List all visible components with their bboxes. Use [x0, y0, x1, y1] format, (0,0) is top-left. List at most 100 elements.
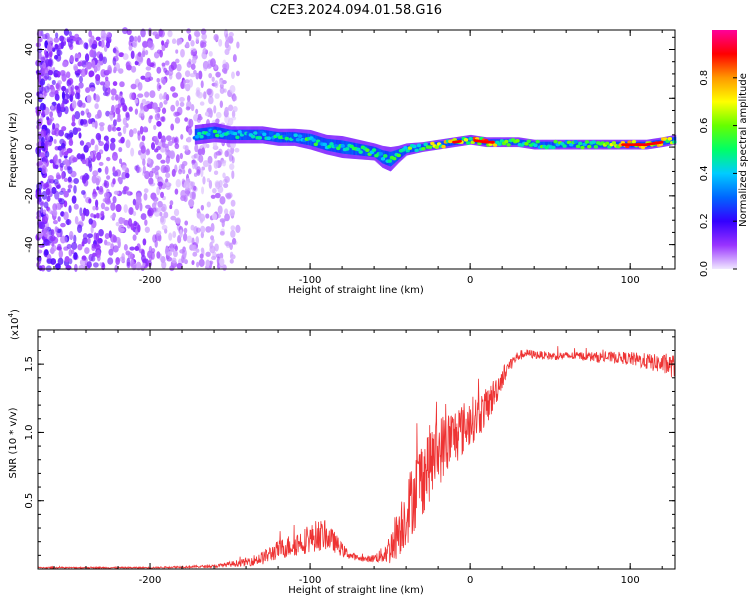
noise-speck [99, 81, 106, 86]
noise-speck [104, 180, 110, 189]
noise-speck [71, 195, 77, 204]
ridge-body [520, 139, 522, 146]
noise-speck [64, 88, 69, 94]
noise-speck [71, 114, 76, 123]
noise-speck [130, 65, 137, 73]
ridge-body [399, 148, 401, 159]
noise-speck [219, 196, 226, 205]
noise-speck [122, 104, 128, 112]
noise-speck [161, 40, 165, 46]
ridge-body [421, 144, 423, 151]
noise-speck [40, 141, 45, 148]
noise-speck [200, 168, 204, 178]
noise-speck [210, 222, 215, 232]
noise-speck [219, 230, 225, 236]
noise-speck [141, 98, 147, 105]
noise-speck [188, 33, 192, 42]
noise-speck [121, 171, 127, 180]
noise-speck [175, 100, 180, 107]
ridge-body [253, 129, 255, 140]
noise-speck [125, 112, 130, 121]
noise-speck [74, 263, 78, 273]
noise-speck [82, 232, 88, 240]
ridge-body [387, 151, 390, 166]
ridge-body [423, 143, 425, 150]
noise-speck [122, 125, 127, 135]
noise-speck [169, 200, 174, 206]
noise-speck [91, 43, 97, 49]
noise-speck [61, 71, 66, 78]
noise-speck [230, 225, 236, 231]
ridge-core [197, 131, 202, 136]
noise-speck [81, 240, 85, 247]
noise-speck [210, 58, 216, 68]
noise-speck [199, 101, 205, 106]
noise-speck [193, 30, 200, 37]
noise-speck [142, 40, 149, 48]
noise-speck [174, 117, 181, 124]
noise-speck [206, 201, 211, 208]
colorbar-tick-label: 0.8 [699, 70, 710, 86]
noise-speck [63, 158, 69, 166]
noise-speck [54, 164, 59, 170]
noise-speck [141, 258, 147, 264]
noise-speck [41, 62, 47, 69]
noise-speck [78, 220, 84, 226]
noise-speck [157, 181, 164, 187]
ridge-body [243, 129, 246, 140]
x-tick-label: -200 [139, 575, 162, 586]
ridge-core [266, 136, 271, 141]
noise-speck [92, 193, 97, 200]
ridge-body [573, 141, 575, 148]
noise-speck [199, 213, 206, 223]
noise-speck [210, 194, 216, 199]
ridge-body [566, 141, 568, 148]
noise-speck [67, 188, 71, 193]
noise-speck [232, 105, 238, 113]
ridge-core [405, 148, 410, 153]
ridge-body [268, 130, 270, 142]
noise-speck [215, 118, 220, 124]
ridge-body [269, 130, 271, 142]
noise-speck [208, 164, 212, 173]
y-tick-label: 20 [24, 92, 35, 105]
noise-speck [149, 90, 156, 98]
noise-speck [211, 213, 218, 221]
noise-speck [98, 185, 104, 193]
noise-speck [55, 263, 61, 271]
ridge-body [266, 130, 269, 141]
ridge-body [575, 141, 577, 148]
colorbar-tick-label: 0.6 [699, 118, 710, 134]
noise-speck [47, 209, 54, 214]
noise-speck [87, 233, 94, 239]
noise-speck [107, 257, 114, 265]
noise-speck [193, 172, 198, 177]
noise-speck [53, 73, 59, 78]
noise-speck [104, 206, 110, 212]
noise-speck [171, 168, 176, 177]
noise-speck [179, 152, 184, 160]
noise-speck [190, 39, 195, 47]
noise-speck [49, 111, 54, 118]
ridge-body [300, 132, 302, 144]
noise-speck [76, 153, 82, 160]
noise-speck [202, 176, 206, 185]
noise-speck [112, 126, 117, 132]
noise-speck [184, 145, 189, 152]
noise-speck [122, 53, 129, 60]
noise-speck [154, 210, 160, 217]
noise-speck [128, 129, 134, 138]
noise-speck [171, 38, 177, 45]
noise-speck [140, 145, 146, 154]
noise-speck [148, 170, 154, 178]
noise-speck [96, 254, 101, 262]
ridge-body [507, 139, 510, 146]
ridge-body [260, 129, 262, 140]
noise-speck [116, 126, 121, 132]
y-tick-label: 0 [24, 144, 35, 150]
noise-speck [57, 109, 62, 118]
noise-speck [198, 154, 204, 163]
noise-speck [86, 112, 92, 119]
noise-speck [105, 110, 111, 117]
noise-speck [219, 86, 225, 94]
